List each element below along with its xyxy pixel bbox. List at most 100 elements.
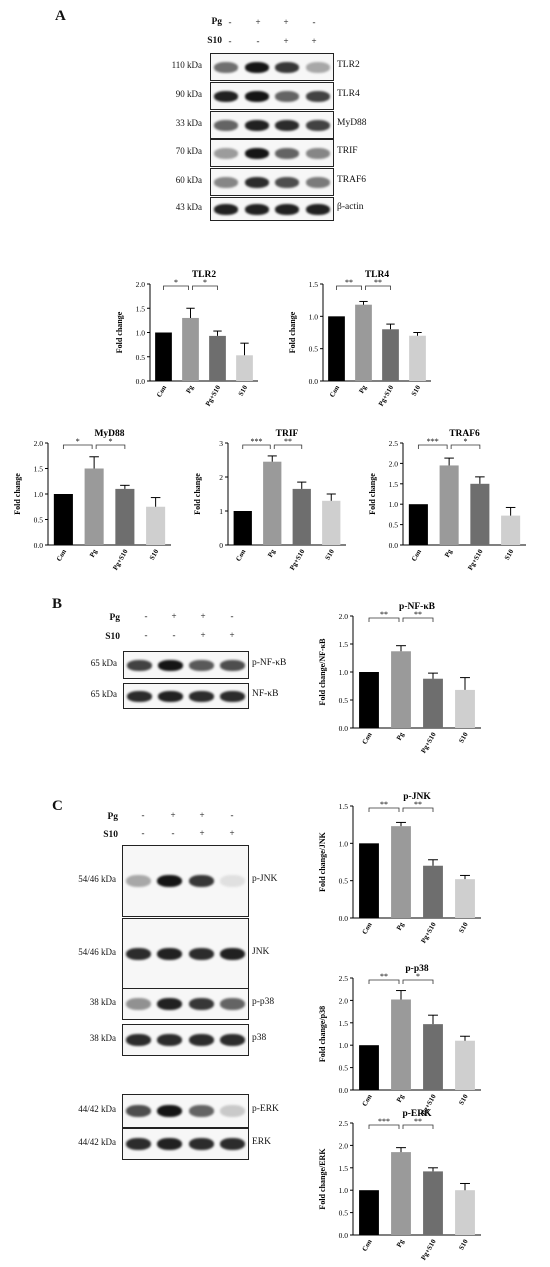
bar — [236, 355, 253, 381]
blot-band — [275, 119, 300, 131]
significance-bracket — [368, 1124, 400, 1129]
protein-label: MyD88 — [337, 118, 367, 128]
s10-sign: - — [172, 630, 176, 640]
y-tick-label: 0.0 — [339, 914, 349, 923]
bar — [263, 461, 282, 545]
y-axis-label: Fold change — [368, 473, 377, 515]
blot-band — [158, 659, 183, 671]
significance-bracket — [273, 444, 303, 449]
significance-bracket — [450, 444, 481, 449]
bar — [359, 672, 379, 728]
y-tick-label: 2.0 — [34, 439, 44, 448]
bar — [322, 500, 341, 545]
significance-label: * — [109, 437, 113, 446]
significance-label: ** — [345, 278, 353, 287]
x-tick-label: Pg — [266, 548, 277, 559]
x-tick-label: Pg — [184, 384, 195, 395]
protein-label: p-JNK — [252, 874, 278, 884]
bar — [292, 488, 311, 545]
molecular-weight-label: 65 kDa — [90, 658, 117, 668]
y-tick-label: 1.0 — [339, 1186, 349, 1195]
x-tick-label: Con — [234, 548, 247, 563]
blot-band — [305, 90, 330, 102]
blot-band — [214, 176, 239, 188]
x-tick-label: S10 — [457, 731, 470, 745]
bar — [470, 483, 490, 545]
x-tick-label: S10 — [148, 548, 161, 562]
pg-sign: + — [200, 611, 206, 621]
y-tick-label: 0.5 — [309, 345, 319, 354]
y-tick-label: 1.0 — [339, 1041, 349, 1050]
pg-sign: + — [283, 17, 289, 27]
blot-band — [214, 119, 239, 131]
y-tick-label: 0.5 — [339, 877, 349, 886]
blot-band — [158, 690, 183, 702]
x-tick-label: Pg — [395, 1093, 406, 1104]
blot-band — [188, 1138, 214, 1150]
significance-bracket — [62, 444, 93, 449]
chart-title: MyD88 — [94, 429, 124, 439]
chart-title: TLR2 — [192, 270, 217, 280]
s10-sign: - — [171, 828, 175, 838]
bar — [391, 1152, 411, 1235]
x-tick-label: Pg+S10 — [466, 548, 485, 572]
bar — [115, 488, 135, 545]
blot-band — [189, 690, 214, 702]
s10-label: S10 — [105, 632, 120, 642]
x-tick-label: Pg — [357, 384, 368, 395]
molecular-weight-label: 90 kDa — [175, 89, 202, 99]
blot-band — [220, 659, 245, 671]
bar — [359, 843, 379, 918]
blot-strip — [210, 53, 334, 81]
blot-strip — [122, 1094, 249, 1128]
y-tick-label: 1.5 — [136, 304, 146, 313]
significance-label: ** — [380, 610, 388, 619]
blot-band — [305, 119, 330, 131]
s10-sign: + — [311, 36, 317, 46]
blot-band — [126, 875, 152, 887]
chart-title: p-p38 — [405, 964, 428, 974]
blot-band — [219, 948, 245, 960]
pg-sign: + — [170, 810, 176, 820]
x-tick-label: Pg+S10 — [377, 384, 396, 408]
protein-label: TRIF — [337, 146, 358, 156]
bar — [355, 304, 372, 381]
y-tick-label: 1.5 — [339, 640, 349, 649]
molecular-weight-label: 43 kDa — [175, 202, 202, 212]
protein-label: p38 — [252, 1033, 267, 1043]
bar — [409, 335, 426, 381]
molecular-weight-label: 44/42 kDa — [78, 1137, 116, 1147]
y-tick-label: 1.0 — [34, 490, 44, 499]
x-tick-label: Con — [361, 731, 374, 746]
y-tick-label: 0.0 — [339, 1086, 349, 1095]
y-tick-label: 0.5 — [339, 696, 349, 705]
x-tick-label: Con — [155, 384, 168, 399]
significance-bracket — [402, 807, 434, 812]
molecular-weight-label: 33 kDa — [175, 118, 202, 128]
blot-band — [189, 659, 214, 671]
y-axis-label: Fold change — [13, 473, 22, 515]
y-tick-label: 1.0 — [339, 839, 349, 848]
x-tick-label: S10 — [237, 384, 250, 398]
molecular-weight-label: 38 kDa — [89, 997, 116, 1007]
x-tick-label: Con — [410, 548, 423, 563]
y-tick-label: 2.5 — [389, 439, 399, 448]
significance-label: * — [203, 278, 207, 287]
significance-label: ** — [380, 800, 388, 809]
significance-bracket — [368, 807, 400, 812]
molecular-weight-label: 110 kDa — [171, 60, 202, 70]
blot-band — [275, 176, 300, 188]
blot-band — [188, 1034, 214, 1046]
x-tick-label: Pg+S10 — [111, 548, 130, 572]
significance-label: *** — [251, 437, 263, 446]
protein-label: TLR4 — [337, 89, 360, 99]
significance-label: ** — [414, 1117, 422, 1126]
protein-label: p-p38 — [252, 997, 275, 1007]
s10-label: S10 — [207, 36, 222, 46]
y-tick-label: 1.0 — [136, 329, 146, 338]
blot-band — [157, 875, 183, 887]
protein-label: β-actin — [337, 202, 364, 212]
y-tick-label: 3 — [219, 439, 223, 448]
blot-strip — [210, 197, 334, 221]
significance-label: *** — [378, 1117, 390, 1126]
